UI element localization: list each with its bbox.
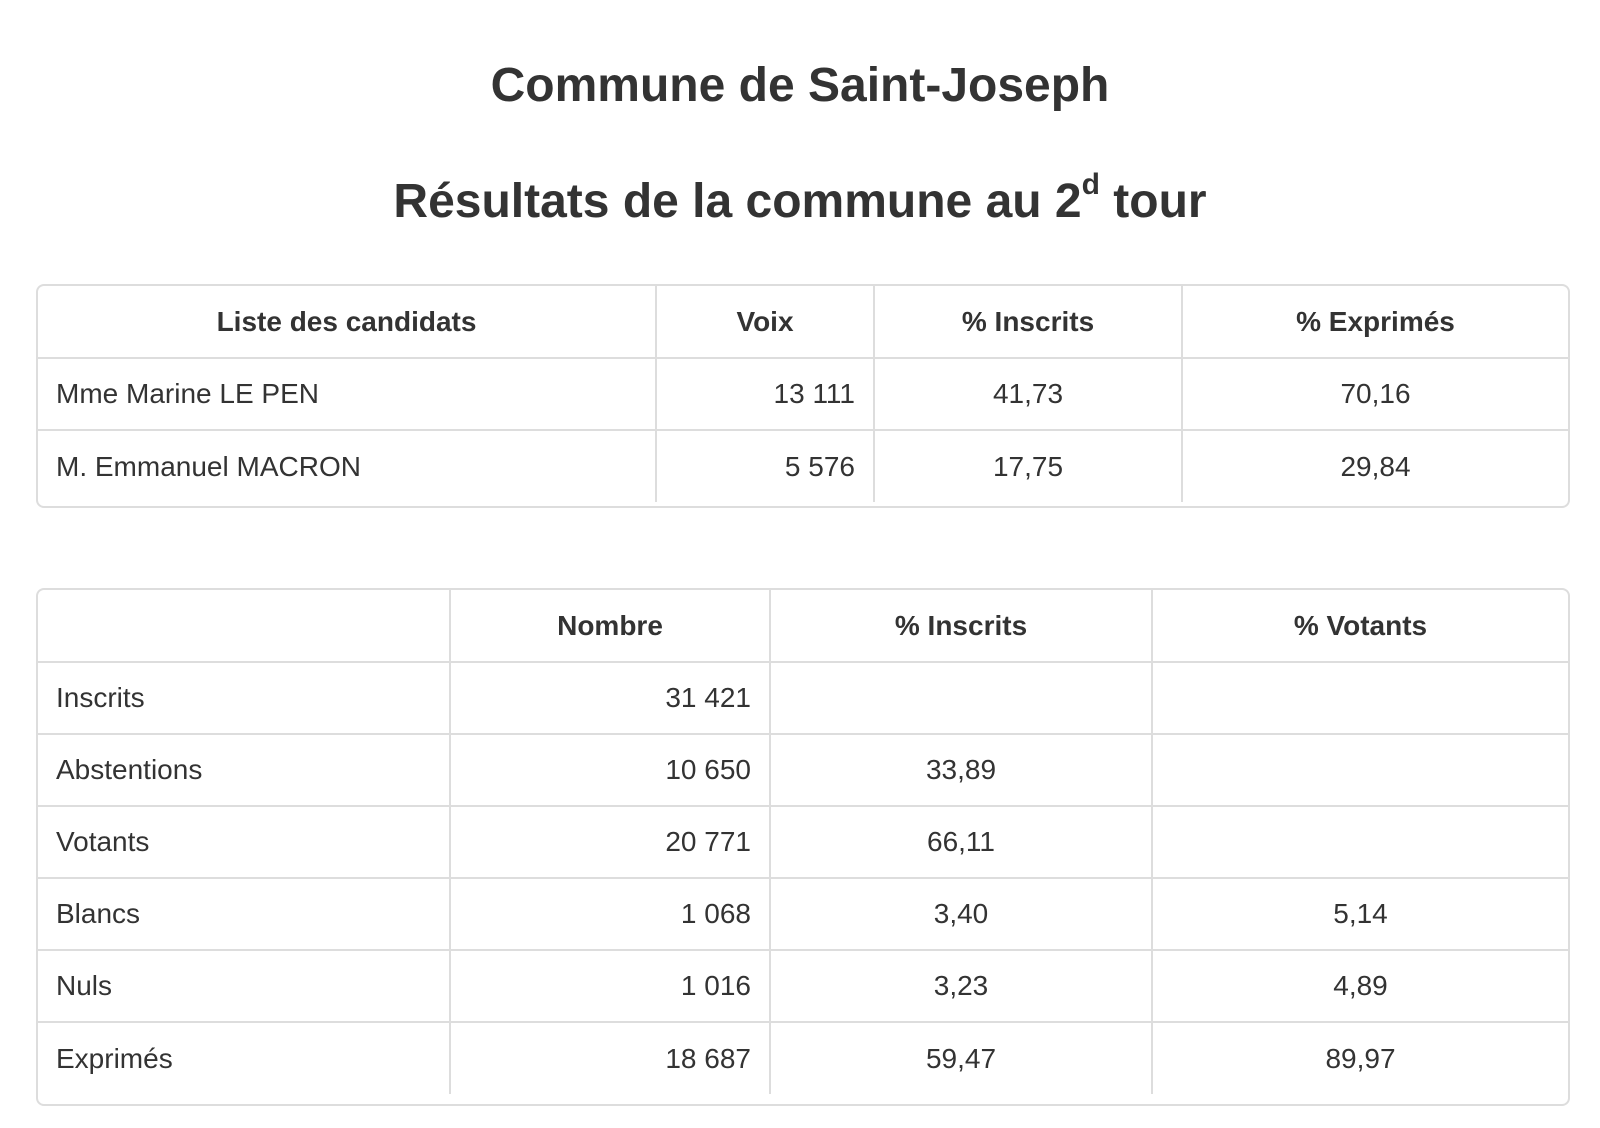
stat-nombre: 1 016 — [450, 950, 771, 1023]
stat-label: Exprimés — [38, 1022, 451, 1094]
table-row: Blancs 1 068 3,40 5,14 — [38, 878, 1568, 951]
table-row: M. Emmanuel MACRON 5 576 17,75 29,84 — [38, 430, 1568, 502]
stat-nombre: 18 687 — [450, 1022, 771, 1094]
stat-pct-inscrits — [770, 662, 1153, 735]
candidate-voix: 5 576 — [656, 430, 875, 502]
stat-pct-votants: 5,14 — [1152, 878, 1568, 951]
candidate-pct-exprimes: 70,16 — [1182, 358, 1568, 431]
stats-table-container: Nombre % Inscrits % Votants Inscrits 31 … — [36, 588, 1570, 1106]
candidate-name: Mme Marine LE PEN — [38, 358, 657, 431]
candidate-pct-inscrits: 17,75 — [874, 430, 1183, 502]
table-row: Votants 20 771 66,11 — [38, 806, 1568, 879]
page-title: Commune de Saint-Joseph — [490, 59, 1110, 112]
stat-label: Nuls — [38, 950, 451, 1023]
stats-header-row: Nombre % Inscrits % Votants — [38, 590, 1568, 663]
stat-nombre: 1 068 — [450, 878, 771, 951]
table-row: Nuls 1 016 3,23 4,89 — [38, 950, 1568, 1023]
stat-pct-inscrits: 3,23 — [770, 950, 1153, 1023]
candidate-voix: 13 111 — [656, 358, 875, 431]
column-header-pct-inscrits: % Inscrits — [874, 286, 1183, 359]
stat-label: Inscrits — [38, 662, 451, 735]
candidates-table-container: Liste des candidats Voix % Inscrits % Ex… — [36, 284, 1570, 508]
stat-pct-votants — [1152, 806, 1568, 879]
column-header-pct-votants: % Votants — [1152, 590, 1568, 663]
candidate-name: M. Emmanuel MACRON — [38, 430, 657, 502]
stat-pct-votants — [1152, 662, 1568, 735]
subtitle-suffix: tour — [1099, 175, 1207, 228]
stats-table: Nombre % Inscrits % Votants Inscrits 31 … — [38, 590, 1568, 1094]
subtitle-superscript: d — [1081, 168, 1100, 201]
table-row: Mme Marine LE PEN 13 111 41,73 70,16 — [38, 358, 1568, 431]
candidate-pct-inscrits: 41,73 — [874, 358, 1183, 431]
column-header-pct-inscrits: % Inscrits — [770, 590, 1153, 663]
table-row: Exprimés 18 687 59,47 89,97 — [38, 1022, 1568, 1094]
stat-nombre: 10 650 — [450, 734, 771, 807]
stat-label: Votants — [38, 806, 451, 879]
stat-pct-inscrits: 3,40 — [770, 878, 1153, 951]
column-header-blank — [38, 590, 451, 663]
stat-pct-votants — [1152, 734, 1568, 807]
column-header-candidates: Liste des candidats — [38, 286, 657, 359]
candidate-pct-exprimes: 29,84 — [1340, 450, 1411, 482]
table-row: Inscrits 31 421 — [38, 662, 1568, 735]
stat-nombre: 20 771 — [450, 806, 771, 879]
stat-pct-inscrits: 59,47 — [770, 1022, 1153, 1094]
candidates-header-row: Liste des candidats Voix % Inscrits % Ex… — [38, 286, 1568, 359]
candidates-table: Liste des candidats Voix % Inscrits % Ex… — [38, 286, 1568, 502]
stat-label: Blancs — [38, 878, 451, 951]
subtitle-text: Résultats de la commune au 2 — [393, 175, 1082, 228]
stat-nombre: 31 421 — [450, 662, 771, 735]
stat-pct-inscrits: 66,11 — [770, 806, 1153, 879]
table-row: Abstentions 10 650 33,89 — [38, 734, 1568, 807]
column-header-nombre: Nombre — [450, 590, 771, 663]
stat-pct-votants: 89,97 — [1325, 1042, 1396, 1074]
stat-pct-votants: 4,89 — [1152, 950, 1568, 1023]
column-header-pct-exprimes: % Exprimés — [1182, 286, 1568, 359]
page-subtitle: Résultats de la commune au 2d tour — [0, 170, 1600, 234]
stat-pct-inscrits: 33,89 — [770, 734, 1153, 807]
stat-label: Abstentions — [38, 734, 451, 807]
column-header-voix: Voix — [656, 286, 875, 359]
